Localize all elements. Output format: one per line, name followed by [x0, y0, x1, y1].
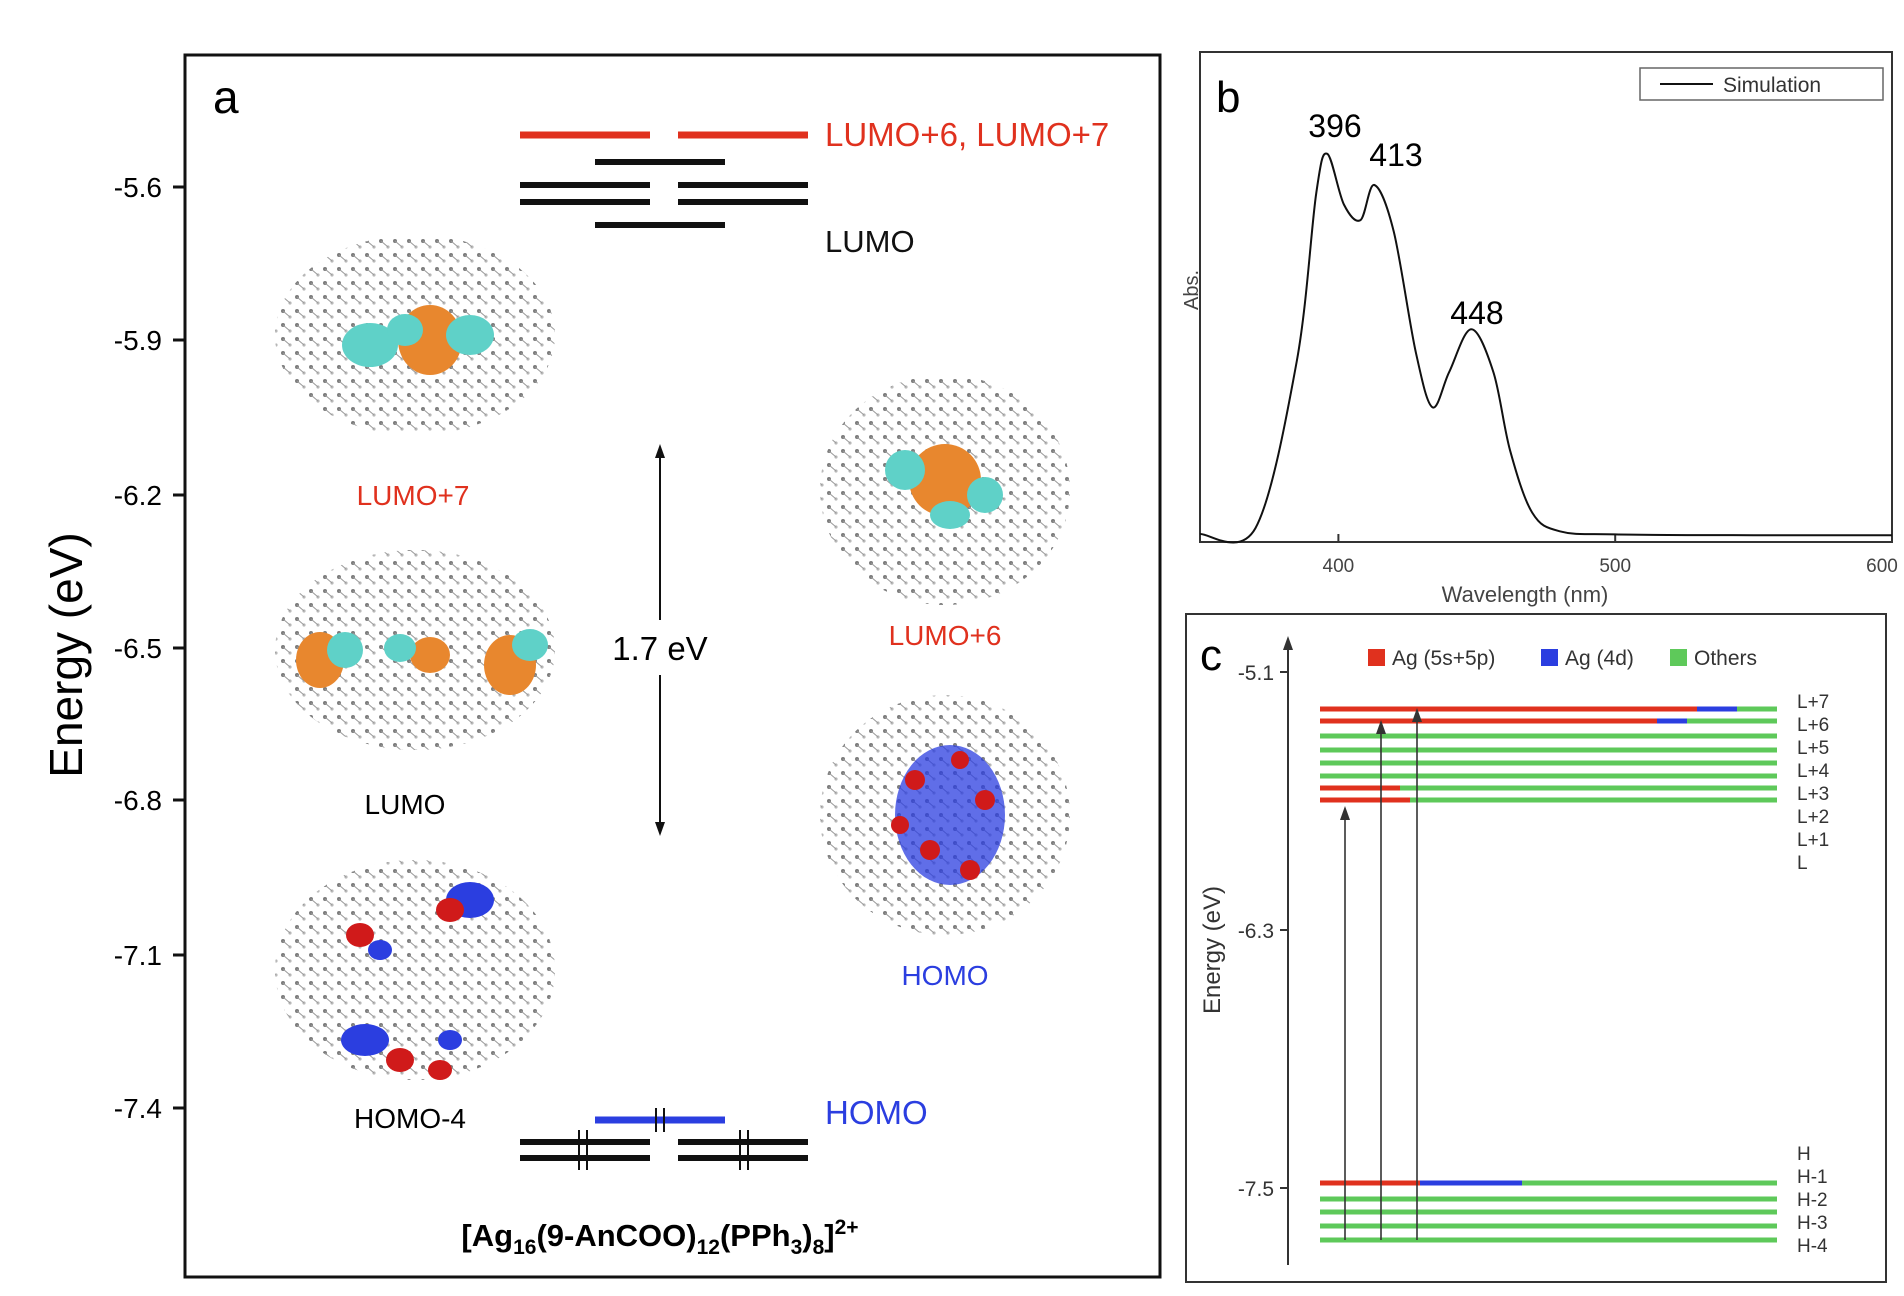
legend-swatch	[1368, 649, 1385, 666]
arrowhead-icon	[1412, 708, 1422, 722]
peak-label: 413	[1369, 137, 1422, 173]
homo-level-group	[520, 1108, 808, 1170]
orbital-label-lumo: LUMO	[365, 789, 446, 820]
legend-label: Others	[1694, 647, 1757, 670]
transition-arrows	[1340, 708, 1422, 1240]
peak-label: 448	[1450, 295, 1503, 331]
orbital-label-homo: HOMO	[901, 960, 988, 991]
orbital-image-lumo7	[275, 235, 555, 435]
orbital-image-lumo	[275, 550, 555, 750]
panel-a-frame	[183, 53, 1162, 1279]
x-tick-label: 500	[1599, 556, 1631, 577]
gap-value: 1.7 eV	[612, 630, 707, 667]
level-label: L+6	[1797, 715, 1829, 736]
b-y-axis-title: Abs.	[1181, 270, 1203, 310]
lower-level-labels: H H-1 H-2 H-3 H-4	[1797, 1144, 1828, 1257]
panel-c-frame	[1185, 613, 1887, 1283]
y-tick: -7.4	[114, 1093, 185, 1124]
x-tick-label: 600	[1866, 556, 1898, 577]
svg-text:-7.1: -7.1	[114, 940, 162, 971]
lumo-level-group	[520, 131, 808, 228]
level-label: H-3	[1797, 1213, 1828, 1234]
c-legend: Ag (5s+5p) Ag (4d) Others	[1368, 647, 1757, 670]
level-label: H-4	[1797, 1236, 1828, 1257]
y-tick: -6.3	[1238, 920, 1288, 943]
label-homo: HOMO	[825, 1094, 928, 1131]
label-lumo: LUMO	[825, 224, 915, 259]
panel-b-frame	[1199, 51, 1893, 543]
y-tick: -7.5	[1238, 1178, 1288, 1201]
level-label: H-1	[1797, 1167, 1828, 1188]
svg-text:-7.5: -7.5	[1238, 1178, 1274, 1201]
orbital-label-homo4: HOMO-4	[354, 1103, 466, 1134]
y-axis-title: Energy (eV)	[40, 532, 92, 777]
level-label: L+5	[1797, 738, 1829, 759]
b-x-axis-title: Wavelength (nm)	[1442, 582, 1609, 607]
svg-text:-5.9: -5.9	[114, 325, 162, 356]
label-lumo67: LUMO+6, LUMO+7	[825, 116, 1109, 153]
svg-text:-6.3: -6.3	[1238, 920, 1274, 943]
orbital-image-homo	[820, 695, 1070, 935]
y-tick: -7.1	[114, 940, 185, 971]
level-label: L+7	[1797, 692, 1829, 713]
arrowhead-icon	[655, 444, 665, 458]
panel-c-svg: c Ag (5s+5p) Ag (4d) Others Energy (eV) …	[1185, 613, 1887, 1283]
panel-a-label: a	[213, 71, 239, 123]
y-ticks: -5.6 -5.9 -6.2 -6.5 -6.8 -7.1 -7.4	[114, 172, 185, 1124]
upper-levels	[1320, 706, 1777, 803]
orbital-label-lumo7: LUMO+7	[357, 480, 470, 511]
cluster-formula: [Ag16(9-AnCOO)12(PPh3)8]2+	[461, 1216, 858, 1259]
panel-c-label: c	[1200, 631, 1222, 680]
legend-label: Ag (4d)	[1565, 647, 1634, 670]
svg-text:-5.1: -5.1	[1238, 662, 1274, 685]
c-y-ticks: -5.1 -6.3 -7.5	[1238, 662, 1288, 1201]
arrowhead-icon	[655, 822, 665, 836]
lower-levels	[1320, 1180, 1777, 1243]
x-tick-label: 400	[1323, 556, 1355, 577]
panel-a-svg: a Energy (eV) -5.6 -5.9 -6.2 -6.5 -6.8 -…	[40, 53, 1162, 1279]
legend-label: Simulation	[1723, 74, 1821, 97]
svg-text:-6.2: -6.2	[114, 480, 162, 511]
level-label: L+2	[1797, 807, 1829, 828]
y-tick: -6.5	[114, 633, 185, 664]
level-label: L+4	[1797, 761, 1830, 782]
svg-text:-7.4: -7.4	[114, 1093, 162, 1124]
simulation-curve	[1199, 152, 1893, 544]
level-label: H	[1797, 1144, 1811, 1165]
svg-text:-6.8: -6.8	[114, 785, 162, 816]
orbital-label-lumo6: LUMO+6	[889, 620, 1002, 651]
orbital-image-homo4	[275, 860, 555, 1080]
level-label: L+3	[1797, 784, 1829, 805]
c-y-axis-title: Energy (eV)	[1199, 886, 1226, 1014]
legend-swatch	[1670, 649, 1687, 666]
y-tick: -6.2	[114, 480, 185, 511]
legend-swatch	[1541, 649, 1558, 666]
panel-b-svg: b Abs. Wavelength (nm) Simulation 400 500…	[1181, 51, 1898, 607]
panel-b-label: b	[1216, 73, 1240, 122]
panel-b: b Abs. Wavelength (nm) Simulation 400 500…	[1170, 0, 1904, 610]
panel-c: c Ag (5s+5p) Ag (4d) Others Energy (eV) …	[1170, 610, 1904, 1291]
b-x-ticks: 400 500 600	[1323, 534, 1898, 577]
svg-text:-5.6: -5.6	[114, 172, 162, 203]
panel-a: a Energy (eV) -5.6 -5.9 -6.2 -6.5 -6.8 -…	[40, 53, 1162, 1279]
legend-label: Ag (5s+5p)	[1392, 647, 1495, 670]
level-label: L+1	[1797, 830, 1829, 851]
b-legend: Simulation	[1639, 67, 1884, 101]
level-label: L	[1797, 853, 1808, 874]
y-tick: -6.8	[114, 785, 185, 816]
level-label: H-2	[1797, 1190, 1828, 1211]
peak-label: 396	[1308, 108, 1361, 144]
y-tick: -5.6	[114, 172, 185, 203]
y-tick: -5.9	[114, 325, 185, 356]
arrowhead-icon	[1283, 636, 1293, 650]
y-tick: -5.1	[1238, 662, 1288, 685]
upper-level-labels: L+7 L+6 L+5 L+4 L+3 L+2 L+1 L	[1797, 692, 1830, 874]
arrowhead-icon	[1376, 720, 1386, 734]
svg-text:-6.5: -6.5	[114, 633, 162, 664]
orbital-image-lumo6	[820, 375, 1070, 605]
arrowhead-icon	[1340, 806, 1350, 820]
